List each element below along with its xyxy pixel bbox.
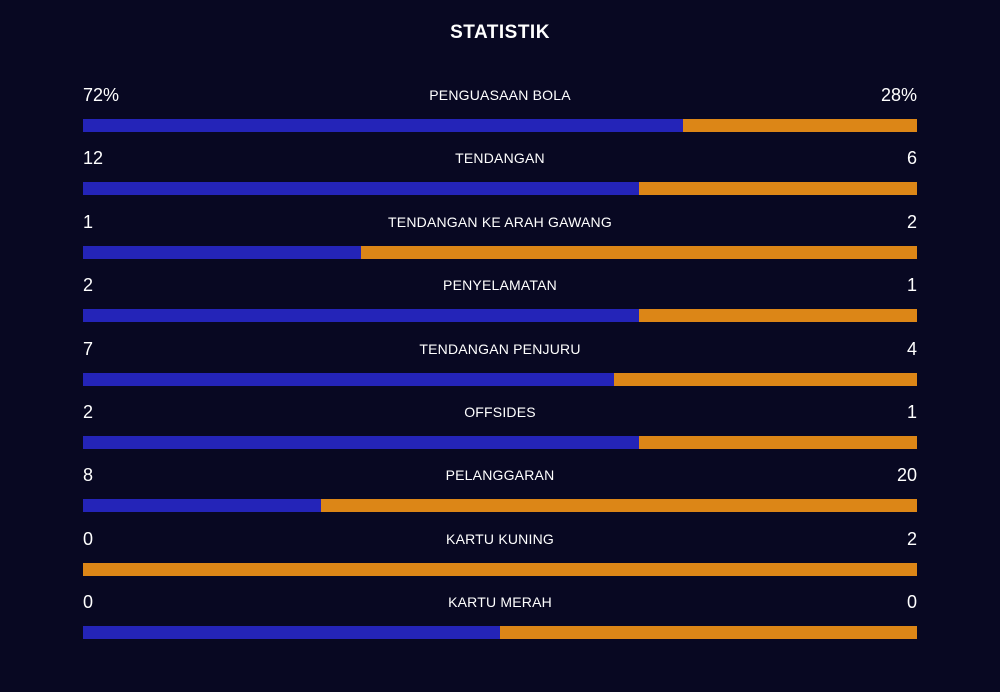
- stat-label: PENGUASAAN BOLA: [429, 87, 571, 103]
- stat-row: 72% PENGUASAAN BOLA 28%: [83, 84, 917, 134]
- away-value: 2: [906, 529, 917, 549]
- stat-label: OFFSIDES: [464, 404, 536, 420]
- stat-label: PENYELAMATAN: [443, 277, 557, 293]
- home-value: 2: [83, 275, 94, 295]
- comparison-bar: [83, 563, 917, 576]
- stat-row: 0 KARTU MERAH 0: [83, 591, 917, 641]
- comparison-bar: [83, 182, 917, 195]
- stat-row: 12 TENDANGAN 6: [83, 147, 917, 197]
- stat-row: 8 PELANGGARAN 20: [83, 464, 917, 514]
- home-value: 0: [83, 592, 94, 612]
- home-value: 1: [83, 212, 94, 232]
- away-value: 20: [896, 465, 917, 485]
- away-value: 2: [906, 212, 917, 232]
- comparison-bar: [83, 499, 917, 512]
- comparison-bar: [83, 436, 917, 449]
- comparison-bar: [83, 119, 917, 132]
- stat-label: PELANGGARAN: [445, 467, 555, 483]
- stat-row: 1 TENDANGAN KE ARAH GAWANG 2: [83, 211, 917, 261]
- home-bar-fill: [83, 119, 683, 132]
- away-value: 1: [906, 402, 917, 422]
- panel-title: STATISTIK: [450, 22, 550, 43]
- stat-row: 7 TENDANGAN PENJURU 4: [83, 338, 917, 388]
- home-bar-fill: [83, 499, 321, 512]
- stat-label: TENDANGAN KE ARAH GAWANG: [388, 214, 612, 230]
- home-bar-fill: [83, 436, 639, 449]
- away-value: 0: [906, 592, 917, 612]
- home-bar-fill: [83, 246, 361, 259]
- away-value: 4: [906, 339, 917, 359]
- home-bar-fill: [83, 309, 639, 322]
- home-value: 8: [83, 465, 94, 485]
- stat-label: TENDANGAN PENJURU: [419, 341, 581, 357]
- comparison-bar: [83, 626, 917, 639]
- comparison-bar: [83, 309, 917, 322]
- home-bar-fill: [83, 373, 614, 386]
- stat-label: TENDANGAN: [455, 150, 545, 166]
- home-value: 12: [83, 148, 104, 168]
- home-bar-fill: [83, 626, 500, 639]
- away-value: 28%: [880, 85, 917, 105]
- stat-label: KARTU MERAH: [448, 594, 552, 610]
- stat-row: 2 PENYELAMATAN 1: [83, 274, 917, 324]
- comparison-bar: [83, 373, 917, 386]
- away-value: 1: [906, 275, 917, 295]
- stat-label: KARTU KUNING: [446, 531, 554, 547]
- home-value: 0: [83, 529, 94, 549]
- away-value: 6: [906, 148, 917, 168]
- home-value: 7: [83, 339, 94, 359]
- stat-row: 0 KARTU KUNING 2: [83, 528, 917, 578]
- home-bar-fill: [83, 182, 639, 195]
- comparison-bar: [83, 246, 917, 259]
- home-value: 72%: [83, 85, 120, 105]
- stat-row: 2 OFFSIDES 1: [83, 401, 917, 451]
- home-value: 2: [83, 402, 94, 422]
